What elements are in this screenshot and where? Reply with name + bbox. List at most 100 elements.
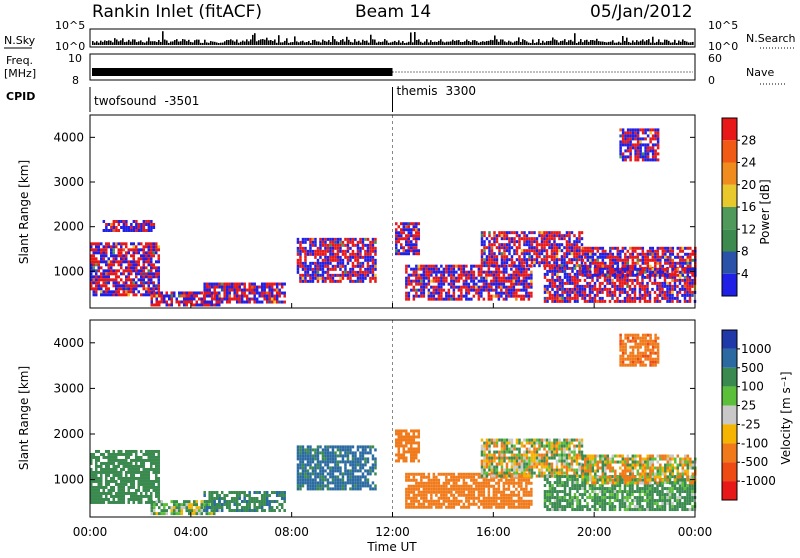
power_db-cell — [145, 281, 148, 284]
velocity-cell — [334, 478, 337, 481]
power_db-cell — [347, 238, 350, 241]
power_db-cell — [95, 242, 98, 245]
velocity-cell — [115, 501, 118, 504]
power_db-cell — [357, 244, 360, 247]
power_db-cell — [415, 237, 418, 240]
power_db-cell — [317, 274, 320, 277]
power_db-cell — [203, 295, 206, 298]
power_db-cell — [228, 301, 231, 304]
velocity-cell — [398, 429, 401, 432]
power_db-cell — [115, 242, 118, 245]
power_db-cell — [278, 292, 281, 295]
power_db-cell — [133, 281, 136, 284]
velocity-cell — [130, 459, 133, 462]
power_db-cell — [654, 279, 657, 282]
power_db-cell — [211, 292, 214, 295]
power_db-cell — [604, 253, 607, 256]
velocity-cell — [125, 465, 128, 468]
power_db-cell — [415, 280, 418, 283]
power_db-cell — [574, 279, 577, 282]
velocity-cell — [145, 474, 148, 477]
noise-spike — [436, 42, 438, 45]
power_db-cell — [118, 290, 121, 293]
noise-spike — [316, 41, 318, 45]
velocity-cell — [443, 500, 446, 503]
power_db-cell — [617, 265, 620, 268]
power_db-cell — [516, 234, 519, 237]
power_db-cell — [95, 278, 98, 281]
velocity-cell — [418, 459, 421, 462]
power_db-cell — [312, 250, 315, 253]
power_db-cell — [528, 252, 531, 255]
velocity-cell — [128, 456, 131, 459]
power_db-cell — [213, 283, 216, 286]
noise-spike — [182, 39, 184, 45]
power_db-cell — [661, 282, 664, 285]
power_db-cell — [213, 295, 216, 298]
velocity-cell — [505, 488, 508, 491]
power_db-cell — [609, 265, 612, 268]
power_db-cell — [573, 264, 576, 267]
velocity-cell — [138, 483, 141, 486]
velocity-cell — [430, 488, 433, 491]
velocity-cell — [113, 474, 116, 477]
power_db-cell — [304, 259, 307, 262]
velocity-cell — [307, 448, 310, 451]
power_db-cell — [657, 262, 660, 265]
power_db-cell — [644, 146, 647, 149]
noise-spike — [372, 39, 374, 45]
velocity-cell — [188, 512, 191, 515]
velocity-cell — [369, 445, 372, 448]
velocity-cell — [470, 479, 473, 482]
power_db-cell — [118, 242, 121, 245]
velocity-cell — [334, 451, 337, 454]
velocity-cell — [352, 469, 355, 472]
noise-spike — [258, 40, 260, 45]
power_db-cell — [133, 290, 136, 293]
noise-spike — [238, 43, 240, 45]
power_db-cell — [501, 231, 504, 234]
velocity-cell — [251, 497, 254, 500]
power_db-cell — [592, 256, 595, 259]
power_db-cell — [319, 265, 322, 268]
power_db-cell — [523, 268, 526, 271]
velocity-cell — [372, 457, 375, 460]
velocity-cell — [470, 494, 473, 497]
power_db-cell — [367, 238, 370, 241]
power_db-cell — [465, 274, 468, 277]
power_db-cell — [674, 256, 677, 259]
power_db-cell — [143, 257, 146, 260]
velocity-cell — [233, 509, 236, 512]
power_db-cell — [601, 288, 604, 291]
power_db-cell — [587, 253, 590, 256]
velocity-cell — [145, 501, 148, 504]
power_db-cell — [455, 298, 458, 301]
noise-spike — [354, 39, 356, 45]
power_db-cell — [93, 266, 96, 269]
power_db-cell — [561, 300, 564, 303]
power_db-cell — [632, 131, 635, 134]
velocity-cell — [309, 481, 312, 484]
power_db-cell — [556, 288, 559, 291]
velocity-cell — [460, 500, 463, 503]
power_db-cell — [594, 288, 597, 291]
power_db-cell — [130, 248, 133, 251]
power_db-cell — [216, 301, 219, 304]
power_db-cell — [498, 271, 501, 274]
power_db-cell — [312, 244, 315, 247]
velocity-cell — [367, 451, 370, 454]
velocity-cell — [418, 429, 421, 432]
velocity-cell — [413, 503, 416, 506]
power_db-cell — [548, 240, 551, 243]
velocity-cell — [211, 509, 214, 512]
power_db-cell — [218, 291, 221, 294]
velocity-cell — [150, 495, 153, 498]
power_db-cell — [510, 289, 512, 292]
velocity-cell — [362, 448, 365, 451]
power_db-cell — [193, 303, 196, 306]
power_db-cell — [503, 274, 506, 277]
velocity-cell — [319, 475, 322, 478]
power_db-cell — [208, 303, 211, 306]
power_db-cell — [526, 237, 529, 240]
velocity-cell — [344, 460, 347, 463]
